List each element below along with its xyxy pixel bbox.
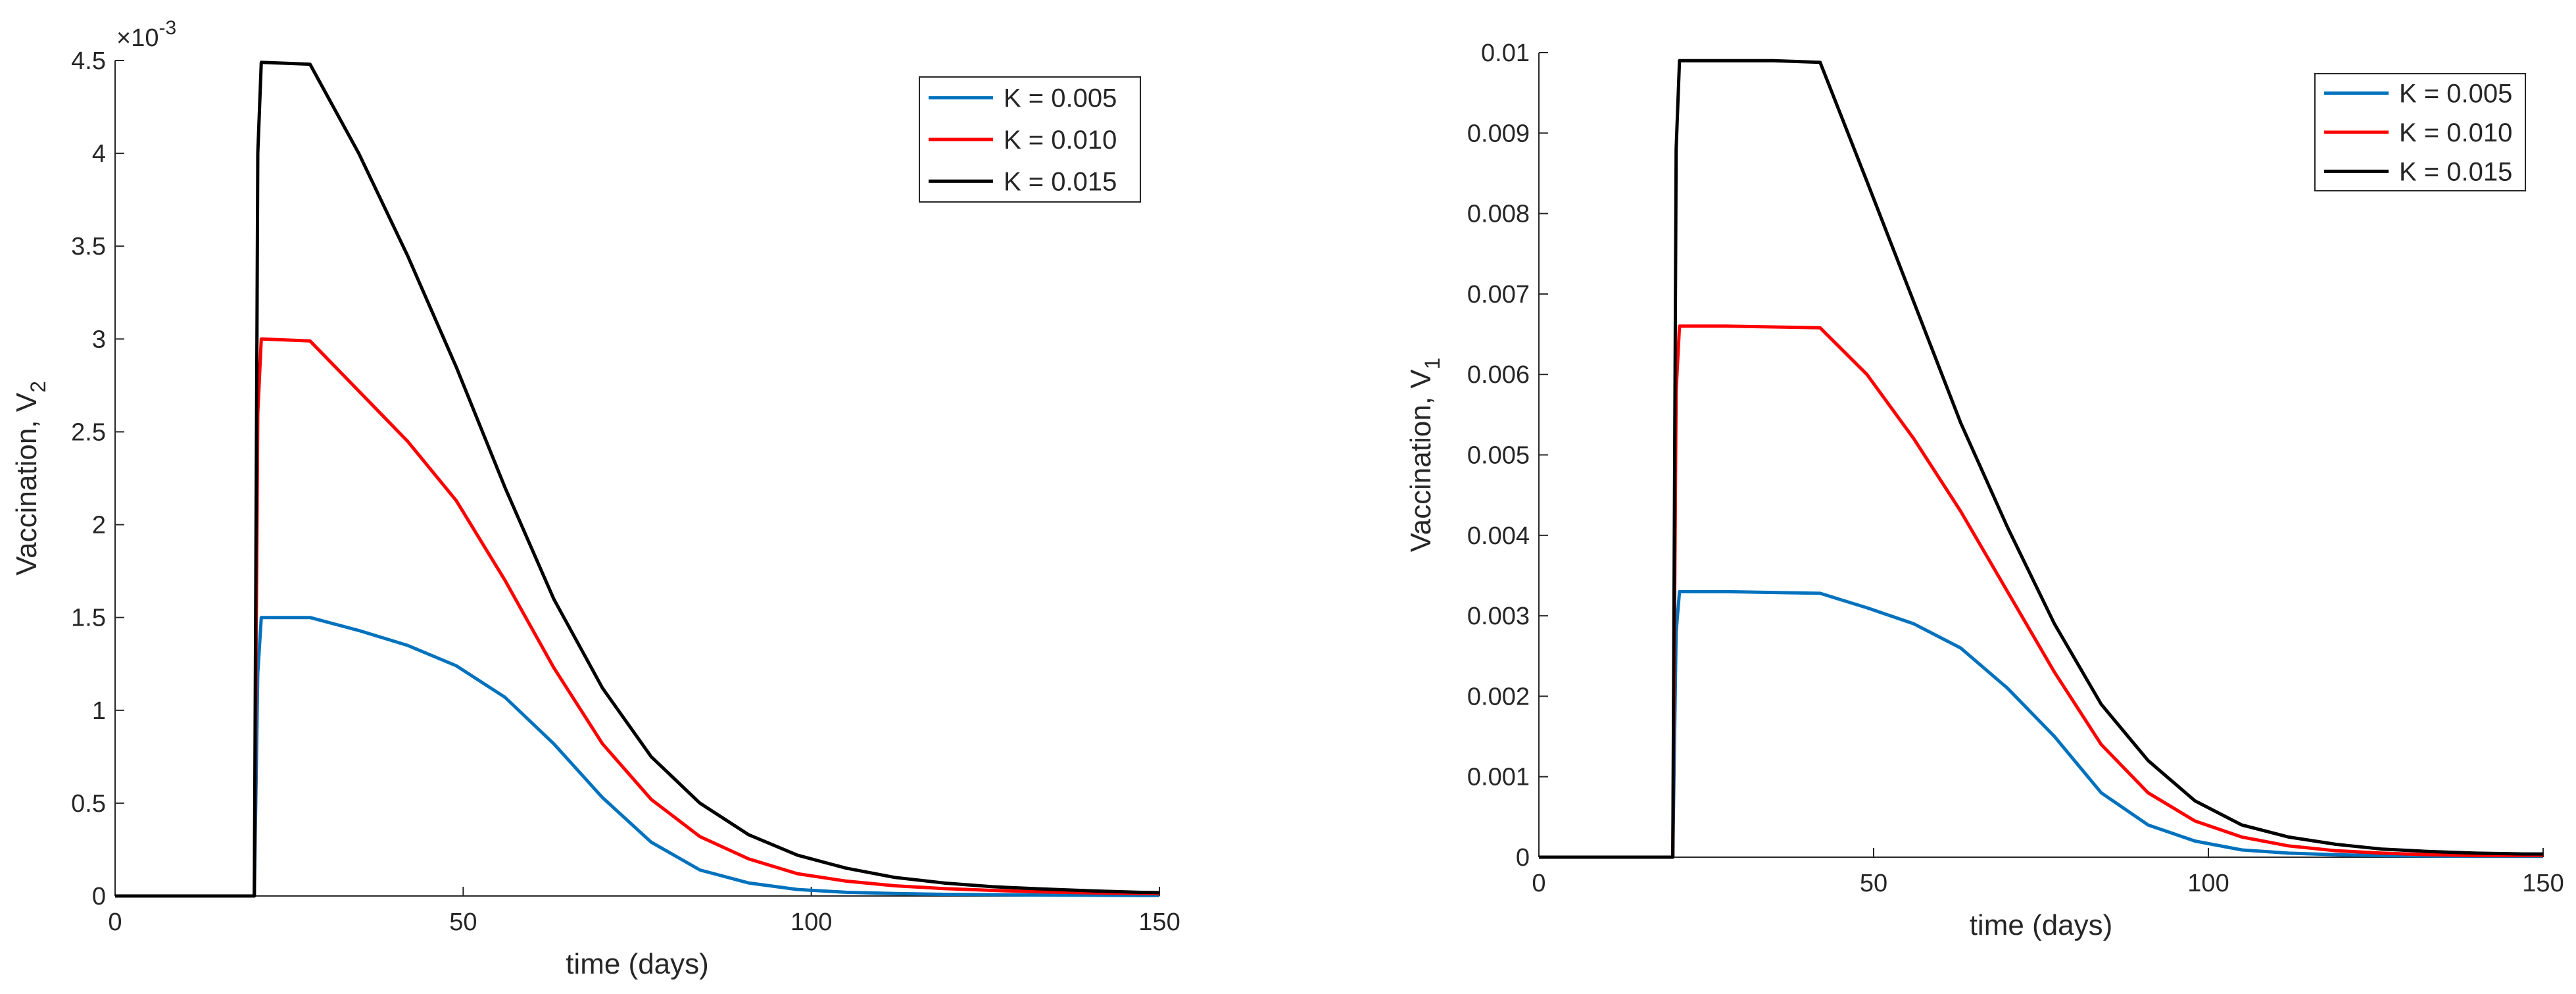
y-tick-label: 0.01 [1481,39,1530,67]
series-line-3 [115,61,1160,898]
series-line-3 [1539,59,2543,859]
legend-label-3: K = 0.015 [1004,167,1117,196]
y-tick-label: 1 [92,697,106,725]
legend-label-1: K = 0.005 [1004,84,1117,113]
y-tick-label: 0.005 [1467,442,1530,470]
legend: K = 0.005 K = 0.010 K = 0.015 [2314,73,2526,191]
series-line-1 [115,616,1159,898]
y-tick-label: 1.5 [71,605,106,632]
y-tick-label: 0.003 [1467,603,1530,630]
chart-right-v1: 0 50 100 150 0 0.001 0.002 0.003 0.004 0.005 0.006… [1405,39,2564,941]
series-line-2 [1539,324,2543,859]
y-tick-label: 3.5 [71,233,106,261]
y-tick-label: 0.008 [1467,201,1530,228]
y-tick-label: 0.5 [71,790,106,818]
y-tick-label: 0.004 [1467,522,1530,550]
y-exponent-label: ×10-3 [116,17,176,52]
x-axis-label: time (days) [1970,909,2113,941]
y-tick-label: 0.007 [1467,281,1530,309]
y-tick-label: 0.001 [1467,764,1530,791]
series-line-1 [1539,589,2543,859]
y-tick-label: 4 [92,140,106,168]
y-tick-label: 0 [1516,844,1530,872]
x-tick-label: 150 [2522,870,2564,897]
y-tick-label: 0.009 [1467,120,1530,147]
legend-label-2: K = 0.010 [1004,126,1117,155]
y-tick-label: 4.5 [71,47,106,75]
series-line-2 [115,337,1160,898]
x-tick-label: 50 [449,908,477,936]
y-exponent-power: -3 [158,17,176,39]
y-tick-label: 3 [92,326,106,353]
x-tick-label: 0 [1532,870,1545,897]
legend: K = 0.005 K = 0.010 K = 0.015 [919,76,1141,203]
chart-left-v2: 0 50 100 150 0 0.5 1 1.5 2 2.5 3 3.5 4 4.5 ×10-3 time (… [11,17,1180,980]
legend-label-1: K = 0.005 [2399,80,2512,109]
x-tick-label: 150 [1138,908,1180,936]
x-tick-label: 50 [1860,870,1887,897]
x-tick-label: 100 [2187,870,2229,897]
x-tick-label: 0 [108,908,122,936]
y-tick-label: 0.002 [1467,683,1530,710]
y-axis-label-subscript: 1 [1421,358,1444,370]
legend-label-3: K = 0.015 [2399,157,2512,186]
y-tick-label: 0.006 [1467,361,1530,389]
x-tick-label: 100 [790,908,832,936]
y-axis-label: Vaccination, V2 [11,381,50,576]
y-tick-label: 2 [92,512,106,539]
y-axis-label-subscript: 2 [26,381,50,393]
y-tick-label: 0 [92,883,106,910]
y-axis-label: Vaccination, V1 [1405,358,1444,553]
y-tick-label: 2.5 [71,418,106,446]
x-axis-label: time (days) [566,948,709,980]
legend-label-2: K = 0.010 [2399,118,2512,147]
